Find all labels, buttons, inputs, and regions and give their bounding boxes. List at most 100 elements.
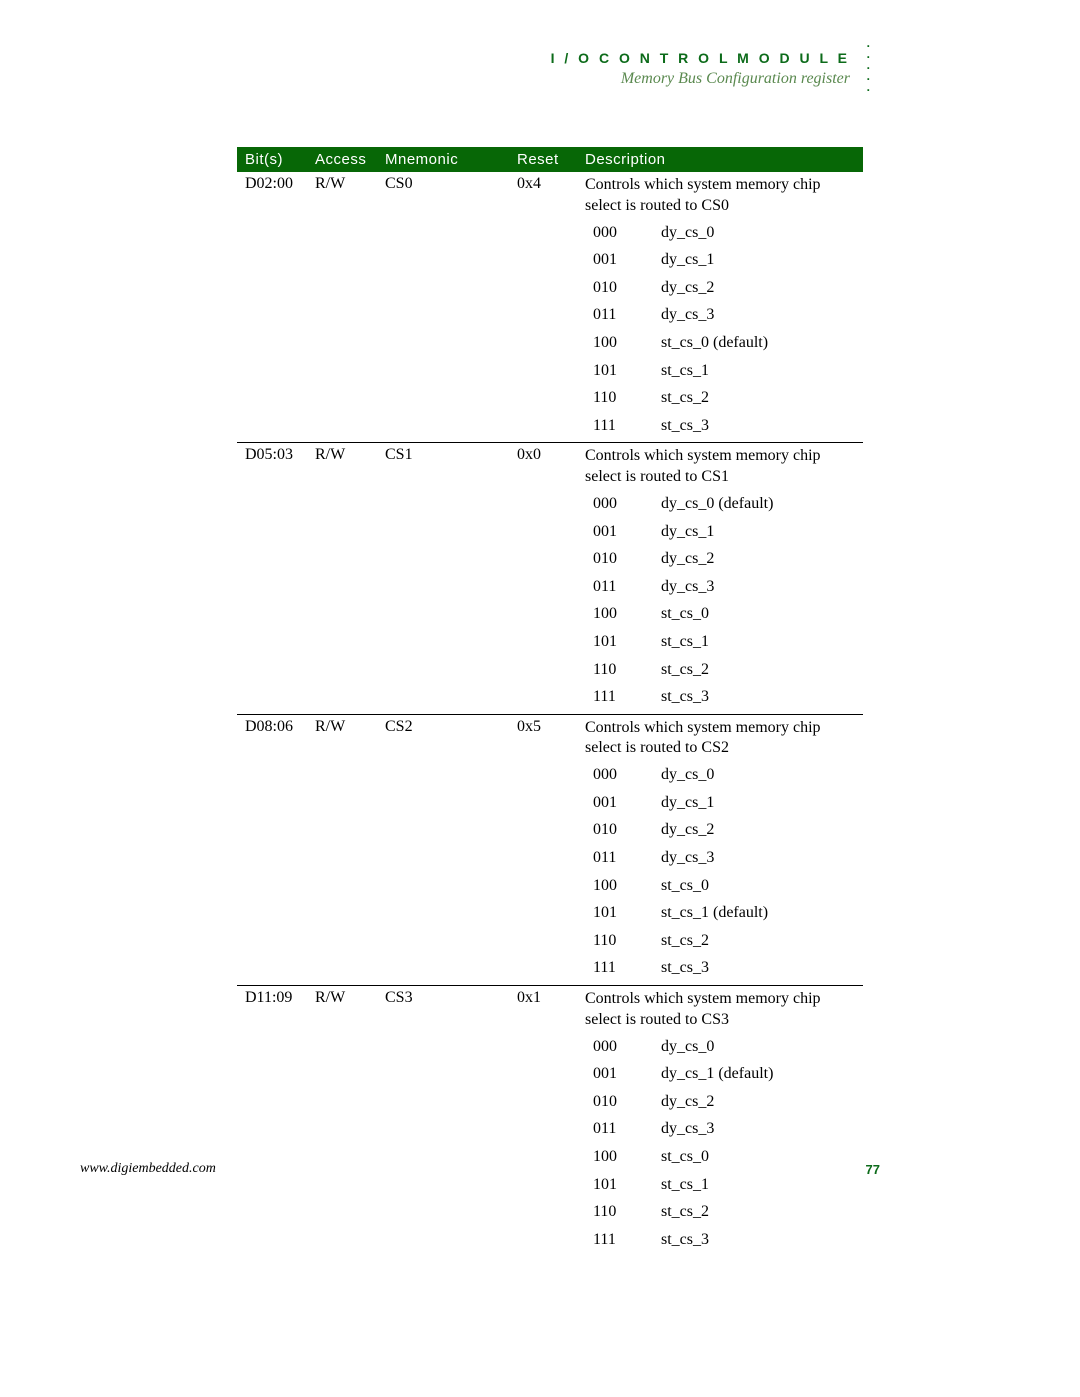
code-label: st_cs_1 <box>653 628 781 656</box>
code-value: 000 <box>585 1033 653 1061</box>
desc-intro: Controls which system memory chip select… <box>585 718 855 760</box>
code-label: st_cs_2 <box>653 656 781 684</box>
col-desc: Description <box>577 147 863 172</box>
code-label: dy_cs_3 <box>653 301 776 329</box>
code-table: 000dy_cs_0 (default)001dy_cs_1010dy_cs_2… <box>585 490 781 711</box>
table-header-row: Bit(s) Access Mnemonic Reset Description <box>237 147 863 172</box>
page-footer: www.digiembedded.com 77 <box>80 1159 880 1177</box>
code-label: dy_cs_2 <box>653 816 776 844</box>
code-value: 011 <box>585 1115 653 1143</box>
code-value: 000 <box>585 219 653 247</box>
cell-description: Controls which system memory chip select… <box>577 172 863 443</box>
code-row: 000dy_cs_0 <box>585 1033 781 1061</box>
code-value: 010 <box>585 545 653 573</box>
code-table: 000dy_cs_0001dy_cs_1 (default)010dy_cs_2… <box>585 1033 781 1254</box>
cell-reset: 0x0 <box>509 443 577 714</box>
code-row: 111st_cs_3 <box>585 412 776 440</box>
code-row: 111st_cs_3 <box>585 954 776 982</box>
table-row: D08:06R/WCS20x5Controls which system mem… <box>237 714 863 985</box>
code-value: 001 <box>585 789 653 817</box>
code-row: 111st_cs_3 <box>585 683 781 711</box>
code-label: st_cs_3 <box>653 1226 781 1254</box>
footer-url: www.digiembedded.com <box>80 1161 216 1176</box>
code-row: 101st_cs_1 (default) <box>585 899 776 927</box>
code-label: dy_cs_0 <box>653 219 776 247</box>
code-value: 011 <box>585 301 653 329</box>
register-table: Bit(s) Access Mnemonic Reset Description… <box>237 147 863 1256</box>
code-label: dy_cs_0 <box>653 1033 781 1061</box>
code-row: 010dy_cs_2 <box>585 274 776 302</box>
code-label: dy_cs_0 <box>653 761 776 789</box>
code-row: 001dy_cs_1 <box>585 789 776 817</box>
table-row: D02:00R/WCS00x4Controls which system mem… <box>237 172 863 443</box>
code-row: 100st_cs_0 <box>585 872 776 900</box>
code-row: 110st_cs_2 <box>585 656 781 684</box>
code-value: 111 <box>585 683 653 711</box>
code-row: 010dy_cs_2 <box>585 816 776 844</box>
cell-access: R/W <box>307 172 377 443</box>
cell-access: R/W <box>307 714 377 985</box>
cell-bits: D11:09 <box>237 986 307 1257</box>
cell-description: Controls which system memory chip select… <box>577 714 863 985</box>
code-row: 011dy_cs_3 <box>585 301 776 329</box>
code-row: 001dy_cs_1 <box>585 246 776 274</box>
header-title: I / O C O N T R O L M O D U L E <box>551 50 850 66</box>
header-dots: ..... <box>867 38 870 93</box>
code-row: 011dy_cs_3 <box>585 1115 781 1143</box>
code-table: 000dy_cs_0001dy_cs_1010dy_cs_2011dy_cs_3… <box>585 219 776 440</box>
code-value: 101 <box>585 899 653 927</box>
code-value: 000 <box>585 761 653 789</box>
code-label: st_cs_3 <box>653 954 776 982</box>
code-label: st_cs_0 (default) <box>653 329 776 357</box>
code-row: 101st_cs_1 <box>585 357 776 385</box>
col-reset: Reset <box>509 147 577 172</box>
code-value: 100 <box>585 872 653 900</box>
code-label: dy_cs_3 <box>653 573 781 601</box>
code-value: 000 <box>585 490 653 518</box>
col-bits: Bit(s) <box>237 147 307 172</box>
code-value: 010 <box>585 816 653 844</box>
header-subtitle: Memory Bus Configuration register <box>551 70 850 88</box>
cell-bits: D08:06 <box>237 714 307 985</box>
code-row: 011dy_cs_3 <box>585 573 781 601</box>
code-row: 010dy_cs_2 <box>585 1088 781 1116</box>
code-row: 100st_cs_0 <box>585 600 781 628</box>
code-label: st_cs_2 <box>653 1198 781 1226</box>
cell-description: Controls which system memory chip select… <box>577 986 863 1257</box>
code-value: 011 <box>585 844 653 872</box>
code-row: 001dy_cs_1 <box>585 518 781 546</box>
code-value: 100 <box>585 600 653 628</box>
page: ..... I / O C O N T R O L M O D U L E Me… <box>0 0 1080 1397</box>
code-label: dy_cs_1 (default) <box>653 1060 781 1088</box>
code-label: dy_cs_1 <box>653 789 776 817</box>
code-row: 011dy_cs_3 <box>585 844 776 872</box>
code-value: 110 <box>585 656 653 684</box>
cell-mnemonic: CS2 <box>377 714 509 985</box>
code-label: dy_cs_1 <box>653 518 781 546</box>
code-value: 010 <box>585 274 653 302</box>
cell-reset: 0x4 <box>509 172 577 443</box>
code-label: st_cs_2 <box>653 927 776 955</box>
code-row: 000dy_cs_0 <box>585 219 776 247</box>
code-value: 001 <box>585 246 653 274</box>
code-value: 111 <box>585 1226 653 1254</box>
cell-access: R/W <box>307 443 377 714</box>
code-label: dy_cs_2 <box>653 274 776 302</box>
code-label: dy_cs_2 <box>653 1088 781 1116</box>
register-table-wrap: Bit(s) Access Mnemonic Reset Description… <box>237 147 863 1256</box>
cell-bits: D02:00 <box>237 172 307 443</box>
table-row: D11:09R/WCS30x1Controls which system mem… <box>237 986 863 1257</box>
code-label: st_cs_1 <box>653 357 776 385</box>
code-label: dy_cs_3 <box>653 1115 781 1143</box>
code-label: st_cs_1 (default) <box>653 899 776 927</box>
code-row: 101st_cs_1 <box>585 628 781 656</box>
code-row: 111st_cs_3 <box>585 1226 781 1254</box>
code-label: dy_cs_1 <box>653 246 776 274</box>
desc-intro: Controls which system memory chip select… <box>585 175 855 217</box>
code-value: 001 <box>585 1060 653 1088</box>
desc-intro: Controls which system memory chip select… <box>585 989 855 1031</box>
code-label: st_cs_0 <box>653 600 781 628</box>
code-row: 010dy_cs_2 <box>585 545 781 573</box>
footer-page-number: 77 <box>866 1162 880 1177</box>
code-value: 001 <box>585 518 653 546</box>
